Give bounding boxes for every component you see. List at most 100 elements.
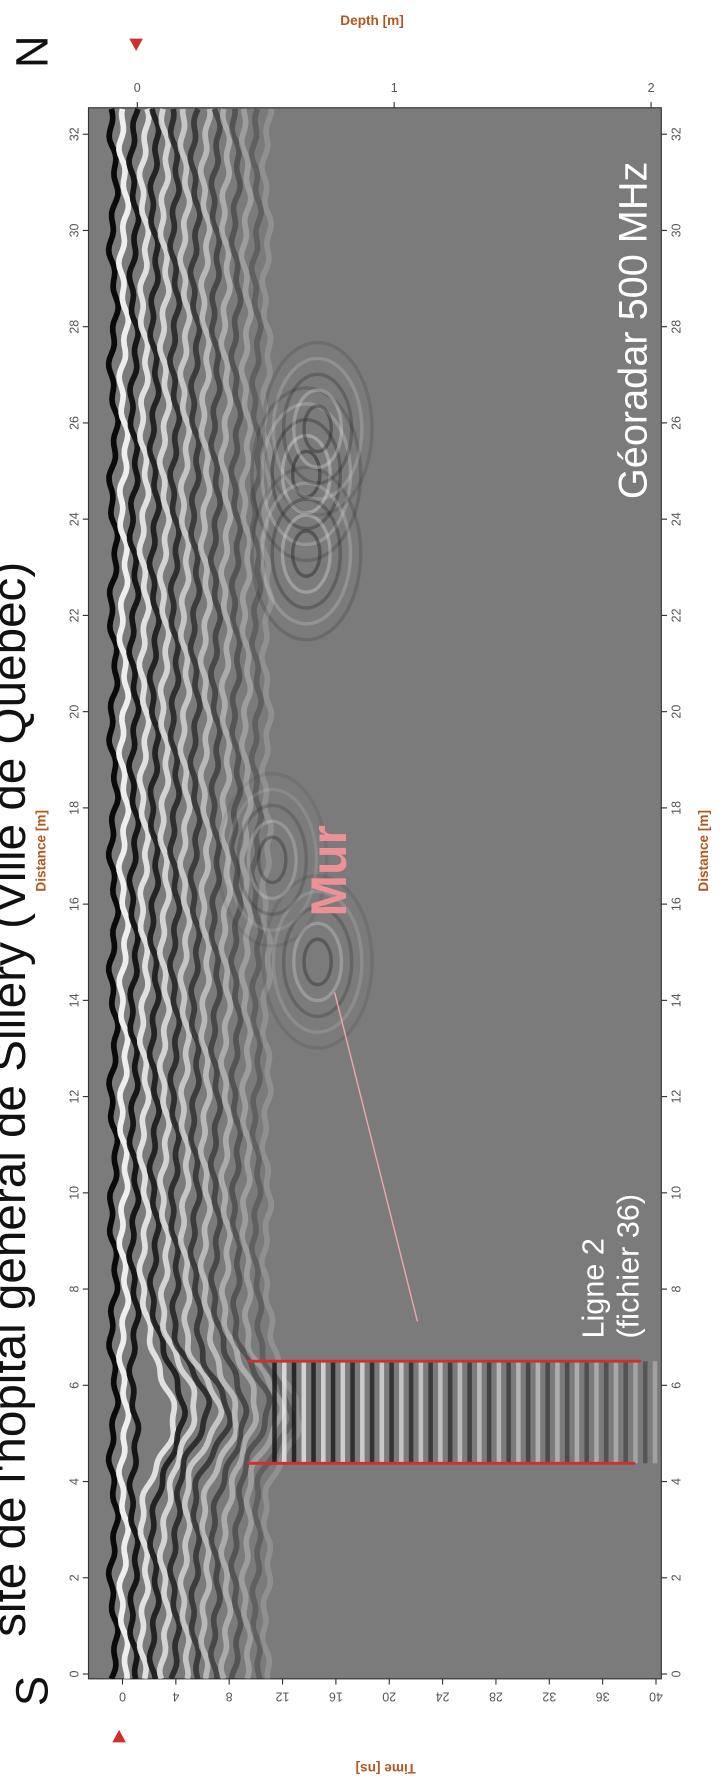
reflection-band: [218, 108, 259, 1679]
x-tick-label: 14: [670, 993, 684, 1007]
diffraction-ring: [260, 402, 353, 547]
reflection-band: [177, 108, 225, 1679]
reflection-band: [115, 108, 132, 1679]
interference-band: [564, 1361, 570, 1464]
interference-band: [311, 1361, 316, 1464]
y-axis-title: Time [ns]: [356, 1761, 416, 1776]
figure-title: site de l'hôpital général de Sillery (Vi…: [0, 562, 36, 1637]
interference-band: [486, 1361, 492, 1464]
interference-band: [516, 1361, 521, 1464]
interference-band: [613, 1361, 619, 1464]
x-tick-label: 30: [670, 223, 684, 237]
diffraction-ring: [236, 803, 308, 916]
rotated-frame: site de l'hôpital général de Sillery (Vi…: [0, 13, 711, 1776]
wall-annotation: Mur: [301, 825, 357, 916]
y-tick-label: 12: [276, 1689, 290, 1703]
x-tick-label: 6: [670, 1382, 684, 1389]
x-tick-label: 16: [67, 897, 81, 911]
x-tick-label: 10: [670, 1186, 684, 1200]
y-tick-label: 8: [226, 1689, 233, 1703]
x-tick-label: 30: [67, 223, 81, 237]
reflection-band: [166, 108, 213, 1679]
interference-band: [584, 1361, 589, 1464]
reflection-band: [258, 108, 302, 1679]
interference-band: [408, 1361, 414, 1464]
diffraction-ring: [271, 356, 364, 501]
x-tick-label: 6: [67, 1382, 81, 1389]
y-tick-label: 24: [436, 1689, 450, 1703]
diffraction-ring: [281, 905, 354, 1019]
interference-band: [652, 1361, 658, 1464]
x-axis-title: Distance [m]: [33, 810, 48, 892]
y-tick-label: 0: [119, 1689, 126, 1703]
diffraction-ring: [250, 465, 363, 642]
x-tick-label: 4: [670, 1478, 684, 1485]
depth-zero-marker: [129, 38, 143, 52]
y-tick-label: 4: [172, 1689, 179, 1703]
interference-band: [603, 1361, 609, 1464]
interference-band: [389, 1361, 394, 1464]
diffraction-ring: [256, 835, 288, 885]
interference-band: [574, 1361, 580, 1464]
interference-band: [642, 1361, 648, 1464]
diffraction-ring: [270, 418, 343, 531]
x-tick-label: 8: [670, 1286, 684, 1293]
reflection-band: [156, 108, 198, 1679]
interference-band: [399, 1361, 404, 1464]
north-label: N: [7, 35, 58, 68]
x-tick-label: 28: [670, 320, 684, 334]
x-tick-label: 26: [67, 416, 81, 430]
x-tick-label: 22: [67, 608, 81, 622]
y-tick-label: 20: [382, 1689, 396, 1703]
interference-band: [360, 1361, 365, 1464]
diffraction-ring: [270, 497, 343, 610]
interference-band: [330, 1361, 336, 1464]
x-tick-label: 16: [670, 897, 684, 911]
diffraction-ring: [281, 372, 354, 485]
x-tick-label: 28: [67, 320, 81, 334]
y-tick-label: 36: [596, 1689, 610, 1703]
x-tick-label: 32: [67, 127, 81, 141]
reflection-band: [105, 108, 122, 1679]
diffraction-ring: [302, 404, 333, 454]
reflection-band: [136, 108, 178, 1679]
x-tick-label: 12: [670, 1090, 684, 1104]
x-axis-title: Distance [m]: [696, 810, 711, 892]
diffraction-ring: [216, 771, 329, 948]
x-tick-label: 24: [67, 512, 81, 526]
interference-band: [350, 1361, 355, 1464]
interference-band: [594, 1361, 599, 1464]
interference-band: [496, 1361, 502, 1464]
interference-band: [477, 1361, 482, 1464]
interference-band: [555, 1361, 560, 1464]
reflection-band: [126, 107, 142, 1679]
interference-band: [321, 1361, 326, 1464]
y2-tick-label: 1: [391, 81, 398, 95]
diffraction-ring: [280, 433, 332, 515]
diffraction-ring: [271, 889, 364, 1034]
line-annotation: Ligne 2: [576, 1238, 610, 1338]
diffraction-ring: [292, 388, 344, 470]
reflection-band: [228, 108, 273, 1679]
x-tick-label: 2: [670, 1574, 684, 1581]
interference-band: [379, 1361, 385, 1464]
interference-band: [272, 1361, 277, 1464]
interference-band: [447, 1361, 453, 1464]
x-tick-label: 14: [67, 993, 81, 1007]
reflection-band: [187, 107, 234, 1679]
interference-band: [301, 1361, 307, 1464]
diffraction-ring: [226, 787, 319, 932]
diffraction-ring: [302, 937, 333, 987]
x-tick-label: 0: [670, 1670, 684, 1677]
x-tick-label: 12: [67, 1090, 81, 1104]
reflection-band: [238, 108, 286, 1679]
interference-band: [623, 1361, 628, 1464]
reflection-band: [146, 108, 188, 1679]
interference-band: [506, 1361, 511, 1464]
x-tick-label: 24: [670, 512, 684, 526]
y-tick-label: 28: [489, 1689, 503, 1703]
x-tick-label: 4: [67, 1478, 81, 1485]
file-annotation: (fichier 36): [612, 1194, 646, 1339]
interference-band: [340, 1361, 346, 1464]
